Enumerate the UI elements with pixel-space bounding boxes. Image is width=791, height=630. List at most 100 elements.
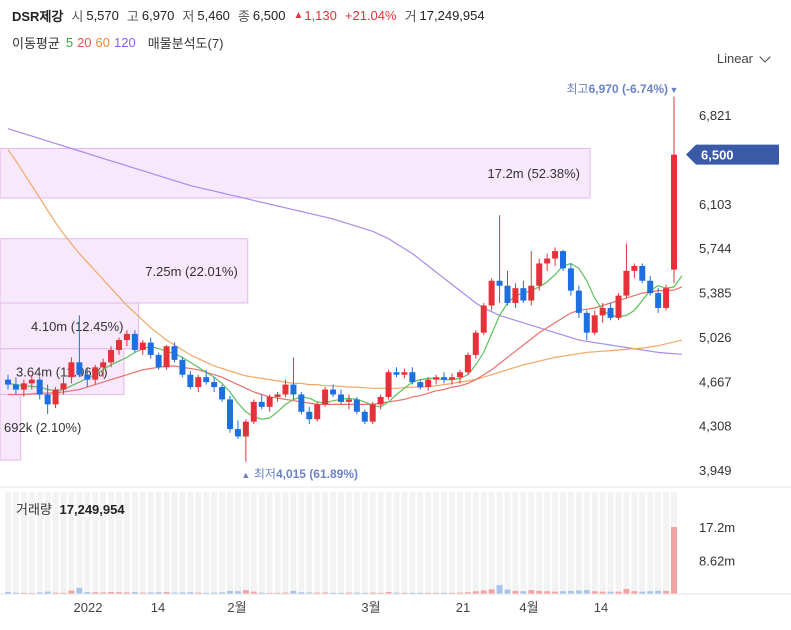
volume-bar xyxy=(472,591,479,594)
volume-column-bg xyxy=(195,492,202,594)
candle-body xyxy=(163,346,170,368)
volume-bar xyxy=(647,591,654,594)
volume-bar xyxy=(401,592,408,594)
volume-column-bg xyxy=(441,492,448,594)
candle-body xyxy=(147,342,154,355)
volume-bar xyxy=(20,592,27,594)
candle-body xyxy=(306,411,313,420)
low-annotation: 최저4,015 (61.89%) xyxy=(254,467,358,481)
candle-body xyxy=(123,333,130,341)
volume-profile-label: 17.2m (52.38%) xyxy=(488,166,581,181)
candle-body xyxy=(131,333,138,350)
volume-bar xyxy=(266,592,273,594)
volume-bar xyxy=(417,592,424,594)
volume-bar xyxy=(274,592,281,594)
volume-bar xyxy=(425,592,432,594)
volume-column-bg xyxy=(274,492,281,594)
volume-column-bg xyxy=(242,492,249,594)
high-annotation: 최고6,970 (-6.74%) xyxy=(567,82,668,96)
volume-profile-toggle[interactable]: 매물분석도(7) xyxy=(147,36,224,51)
candle-body xyxy=(227,399,233,430)
volume-bar xyxy=(369,592,376,594)
volume-bar xyxy=(512,590,519,594)
volume-column-bg xyxy=(282,492,289,594)
volume-column-bg xyxy=(187,492,194,594)
volume-column-bg xyxy=(258,492,265,594)
ma-legend[interactable]: 이동평균 5 20 60 120 매물분석도(7) xyxy=(12,33,223,52)
candle-body xyxy=(203,377,210,383)
volume-column-bg xyxy=(425,492,432,594)
scale-dropdown[interactable]: Linear xyxy=(717,50,771,66)
volume-bar xyxy=(234,591,241,594)
candle-body xyxy=(314,404,321,420)
candle-body xyxy=(472,332,479,355)
candle-body xyxy=(52,389,59,405)
candle-body xyxy=(211,382,218,388)
volume-bar xyxy=(528,590,535,594)
high-value: 6,970 xyxy=(141,7,175,23)
volume-bar xyxy=(179,592,186,594)
low-annotation-value: 4,015 (61.89%) xyxy=(276,467,358,481)
volume-bar xyxy=(456,592,463,594)
volume-column-bg xyxy=(631,492,638,594)
volume-bar xyxy=(108,592,115,594)
candle-body xyxy=(361,411,368,422)
volume-column-bg xyxy=(393,492,400,594)
candle-body xyxy=(393,372,400,375)
volume-bar xyxy=(211,592,218,594)
candle-body xyxy=(84,374,91,380)
volume-bar xyxy=(314,592,321,594)
volume-bar xyxy=(139,592,146,594)
volume-column-bg xyxy=(639,492,646,594)
volume-column-bg xyxy=(615,492,622,594)
volume-panel-title: 거래량 17,249,954 xyxy=(16,499,125,518)
volume-bar xyxy=(155,592,162,594)
candle-body xyxy=(28,379,35,384)
volume-bar xyxy=(536,590,543,594)
candle-body xyxy=(401,372,408,375)
volume-column-bg xyxy=(567,492,574,594)
volume-column-bg xyxy=(520,492,527,594)
candle-body xyxy=(433,377,440,380)
volume-column-bg xyxy=(28,492,35,594)
volume-bar xyxy=(631,591,638,594)
volume-bar xyxy=(123,592,130,594)
volume-bar xyxy=(663,590,670,594)
volume-bar xyxy=(361,592,368,594)
volume-column-bg xyxy=(234,492,241,594)
volume-profile-label: 7.25m (22.01%) xyxy=(145,264,238,279)
low-label: 저 xyxy=(182,8,195,24)
volume-column-bg xyxy=(591,492,598,594)
volume-column-bg xyxy=(322,492,329,594)
volume-bar xyxy=(552,591,559,594)
candle-body xyxy=(623,270,630,296)
volume-bar xyxy=(464,592,471,594)
volume-bar xyxy=(195,592,202,594)
candle-body xyxy=(528,285,535,301)
volume-column-bg xyxy=(12,492,19,594)
candle-body xyxy=(536,263,543,286)
volume-column-bg xyxy=(456,492,463,594)
volume-bar xyxy=(520,591,527,594)
price-tick-label: 5,026 xyxy=(699,330,732,345)
volume-bar xyxy=(623,588,630,594)
candle-body xyxy=(322,389,329,405)
volume-bar xyxy=(393,592,400,594)
candle-body xyxy=(108,349,115,363)
volume-column-bg xyxy=(290,492,297,594)
candle-body xyxy=(266,396,273,407)
x-tick-label: 4월 xyxy=(519,600,538,615)
volume-total: 17,249,954 xyxy=(59,502,125,517)
candle-body xyxy=(520,288,527,301)
volume-bar xyxy=(131,592,138,594)
candle-body xyxy=(456,372,463,378)
volume-column-bg xyxy=(250,492,257,594)
candle-body xyxy=(552,251,559,259)
volume-bar xyxy=(560,591,566,594)
volume-bar xyxy=(116,592,122,594)
candle-body xyxy=(377,396,384,405)
candle-body xyxy=(298,394,305,412)
x-tick-label: 14 xyxy=(151,600,165,615)
candle-body xyxy=(575,290,582,313)
